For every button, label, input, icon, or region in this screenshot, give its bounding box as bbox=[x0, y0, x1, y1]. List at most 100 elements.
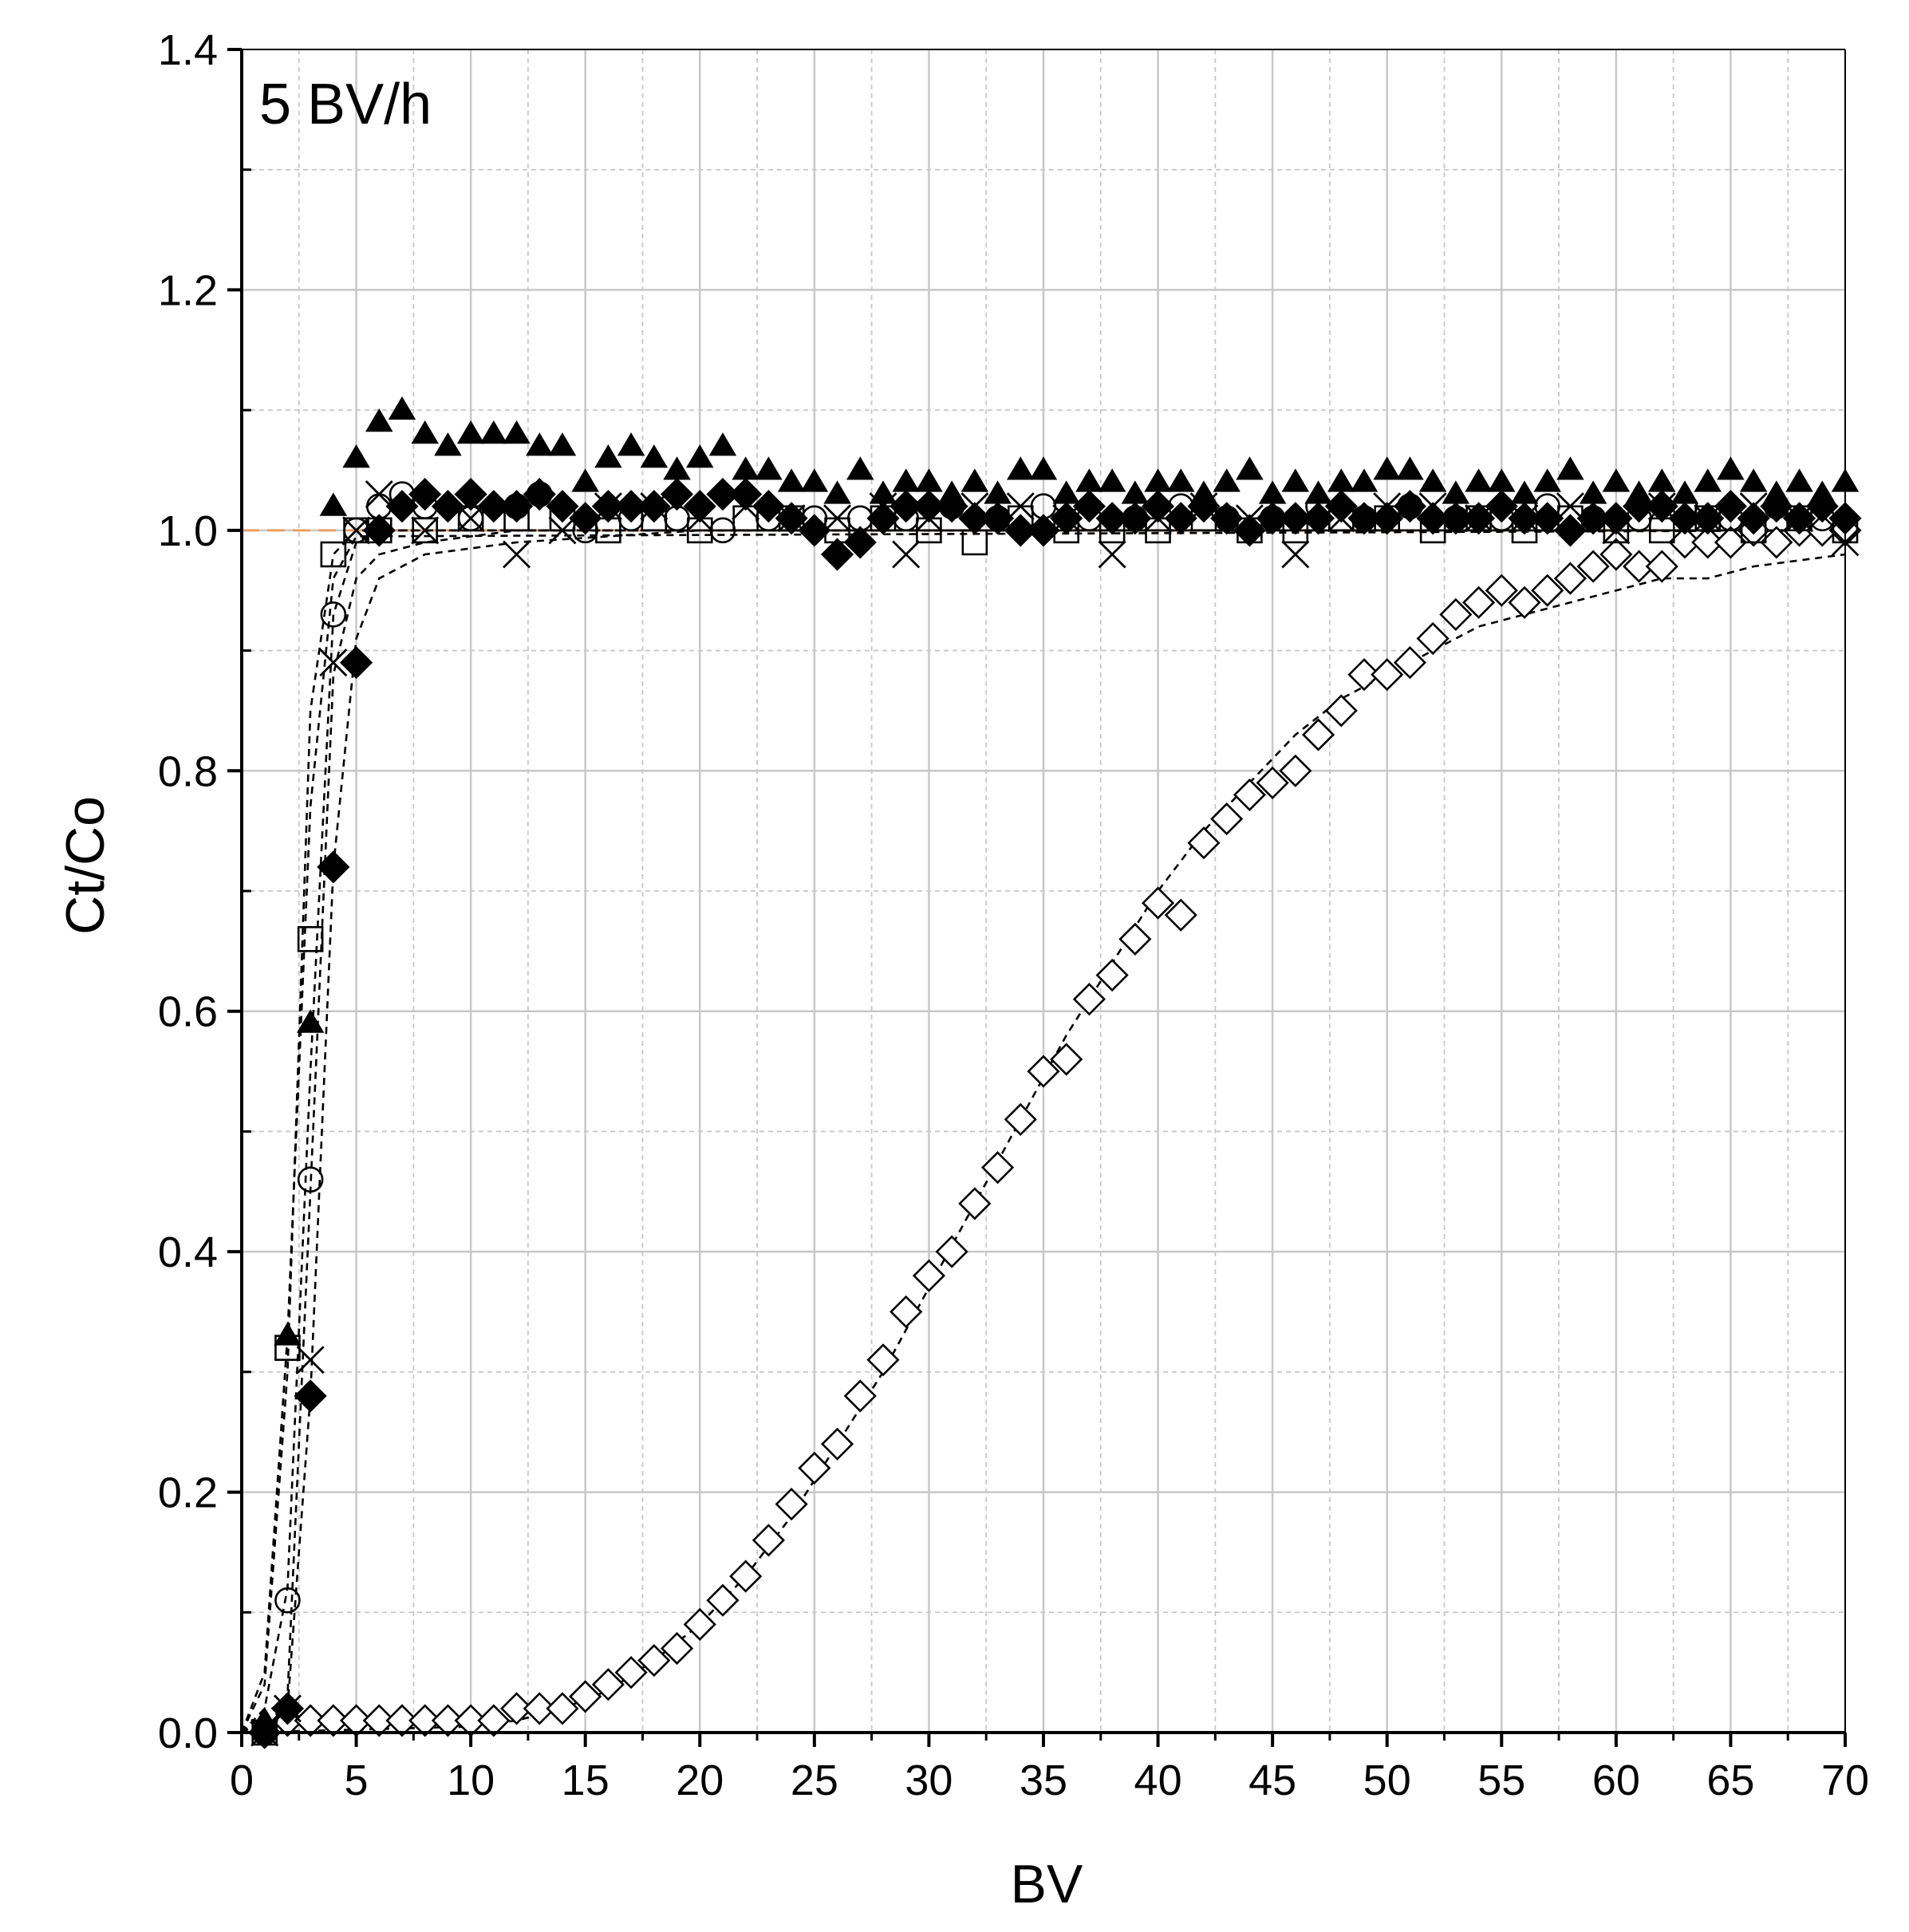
point-series-5-diamond-filled bbox=[751, 490, 786, 523]
point-series-1-triangle-filled bbox=[365, 408, 393, 432]
point-series-1-triangle-filled bbox=[1533, 468, 1561, 492]
point-series-3-circle-open bbox=[709, 517, 736, 544]
point-series-6-diamond-open bbox=[1118, 922, 1152, 956]
point-series-6-diamond-open bbox=[1095, 958, 1129, 992]
point-series-6-diamond-open bbox=[1599, 538, 1633, 571]
point-series-5-diamond-filled bbox=[614, 490, 648, 523]
point-series-6-diamond-open bbox=[637, 1643, 671, 1678]
point-series-4-x bbox=[296, 1346, 325, 1374]
point-series-1-triangle-filled bbox=[1236, 456, 1264, 480]
point-series-5-diamond-filled bbox=[1371, 502, 1404, 535]
point-series-1-triangle-filled bbox=[434, 432, 462, 456]
point-series-5-diamond-filled bbox=[546, 490, 579, 523]
point-series-1-triangle-filled bbox=[1144, 468, 1172, 492]
point-series-5-diamond-filled bbox=[889, 490, 923, 523]
x-tick-label: 45 bbox=[1248, 1757, 1296, 1804]
point-series-5-diamond-filled bbox=[1141, 490, 1175, 523]
point-series-1-triangle-filled bbox=[1717, 456, 1745, 480]
point-series-1-triangle-filled bbox=[548, 432, 577, 456]
point-series-1-triangle-filled bbox=[1442, 480, 1470, 504]
point-series-5-diamond-filled bbox=[523, 478, 556, 511]
point-series-5-diamond-filled bbox=[660, 478, 694, 511]
x-tick-label: 15 bbox=[562, 1757, 609, 1804]
point-series-5-diamond-filled bbox=[431, 490, 465, 523]
point-series-1-triangle-filled bbox=[1373, 456, 1401, 480]
point-series-5-diamond-filled bbox=[1004, 514, 1037, 547]
point-series-1-triangle-filled bbox=[1281, 468, 1310, 492]
point-series-1-triangle-filled bbox=[1625, 480, 1653, 504]
point-series-5-diamond-filled bbox=[912, 490, 946, 523]
point-series-1-triangle-filled bbox=[1396, 456, 1424, 480]
point-series-1-triangle-filled bbox=[1648, 468, 1676, 492]
point-series-6-diamond-open bbox=[1027, 1055, 1060, 1088]
point-series-5-diamond-filled bbox=[1164, 502, 1197, 535]
point-series-1-triangle-filled bbox=[250, 1706, 278, 1730]
point-series-5-diamond-filled bbox=[385, 490, 419, 523]
x-tick-label: 50 bbox=[1363, 1757, 1411, 1804]
point-series-1-triangle-filled bbox=[456, 420, 485, 444]
point-series-1-triangle-filled bbox=[1418, 468, 1447, 492]
point-series-1-triangle-filled bbox=[1007, 456, 1035, 480]
point-series-6-diamond-open bbox=[1553, 562, 1588, 595]
point-series-6-diamond-open bbox=[820, 1427, 854, 1461]
point-series-1-triangle-filled bbox=[1465, 468, 1493, 492]
point-series-6-diamond-open bbox=[751, 1524, 786, 1557]
point-series-1-triangle-filled bbox=[388, 396, 416, 420]
point-series-5-diamond-filled bbox=[798, 514, 831, 547]
point-series-1-triangle-filled bbox=[755, 456, 783, 480]
x-tick-label: 30 bbox=[905, 1757, 953, 1804]
point-series-5-diamond-filled bbox=[1714, 490, 1748, 523]
point-series-1-triangle-filled bbox=[1670, 480, 1699, 504]
point-series-5-diamond-filled bbox=[1233, 514, 1267, 547]
point-series-1-triangle-filled bbox=[686, 444, 714, 468]
point-series-5-diamond-filled bbox=[1210, 502, 1244, 535]
point-series-1-triangle-filled bbox=[319, 492, 348, 516]
point-series-5-diamond-filled bbox=[1118, 502, 1152, 535]
point-series-6-diamond-open bbox=[569, 1680, 602, 1713]
point-series-3-circle-open bbox=[320, 601, 347, 628]
point-series-3-circle-open bbox=[274, 1587, 301, 1614]
point-series-6-diamond-open bbox=[1279, 754, 1312, 787]
point-series-1-triangle-filled bbox=[526, 432, 554, 456]
point-series-1-triangle-filled bbox=[1213, 468, 1240, 492]
x-tick-label: 60 bbox=[1592, 1757, 1640, 1804]
point-series-1-triangle-filled bbox=[1052, 480, 1080, 504]
point-series-5-diamond-filled bbox=[1691, 502, 1725, 535]
point-series-6-diamond-open bbox=[935, 1235, 968, 1268]
point-series-6-diamond-open bbox=[912, 1259, 946, 1292]
point-series-4-x bbox=[503, 540, 531, 569]
y-axis-label: Ct/Co bbox=[55, 796, 116, 935]
point-series-6-diamond-open bbox=[523, 1692, 556, 1725]
point-series-6-diamond-open bbox=[729, 1559, 763, 1593]
point-series-1-triangle-filled bbox=[640, 444, 669, 468]
point-series-5-diamond-filled bbox=[1027, 514, 1060, 547]
point-series-6-diamond-open bbox=[1622, 550, 1656, 583]
point-series-1-triangle-filled bbox=[1602, 468, 1631, 492]
x-tick-label: 65 bbox=[1706, 1757, 1754, 1804]
x-tick-label: 55 bbox=[1477, 1757, 1525, 1804]
point-series-4-x bbox=[892, 540, 921, 569]
point-series-1-triangle-filled bbox=[892, 468, 920, 492]
point-series-6-diamond-open bbox=[1233, 778, 1267, 812]
point-series-6-diamond-open bbox=[1393, 646, 1427, 680]
point-series-1-triangle-filled bbox=[800, 468, 829, 492]
point-series-6-diamond-open bbox=[1645, 550, 1678, 583]
x-tick-label: 20 bbox=[676, 1757, 724, 1804]
point-series-5-diamond-filled bbox=[1072, 490, 1106, 523]
point-series-5-diamond-filled bbox=[1668, 502, 1702, 535]
point-series-5-diamond-filled bbox=[1508, 502, 1541, 535]
point-series-6-diamond-open bbox=[958, 1187, 992, 1220]
rate-annotation: 5 BV/h bbox=[259, 73, 432, 136]
point-series-5-diamond-filled bbox=[1737, 502, 1770, 535]
point-series-6-diamond-open bbox=[1141, 886, 1175, 920]
point-series-1-triangle-filled bbox=[1098, 468, 1126, 492]
point-series-5-diamond-filled bbox=[706, 478, 740, 511]
point-series-3-circle-open bbox=[297, 1166, 324, 1193]
point-series-1-triangle-filled bbox=[1189, 480, 1218, 504]
point-series-5-diamond-filled bbox=[569, 502, 602, 535]
point-series-6-diamond-open bbox=[385, 1704, 419, 1737]
point-series-6-diamond-open bbox=[1164, 898, 1197, 932]
point-series-6-diamond-open bbox=[294, 1704, 327, 1737]
point-series-1-triangle-filled bbox=[1739, 468, 1768, 492]
